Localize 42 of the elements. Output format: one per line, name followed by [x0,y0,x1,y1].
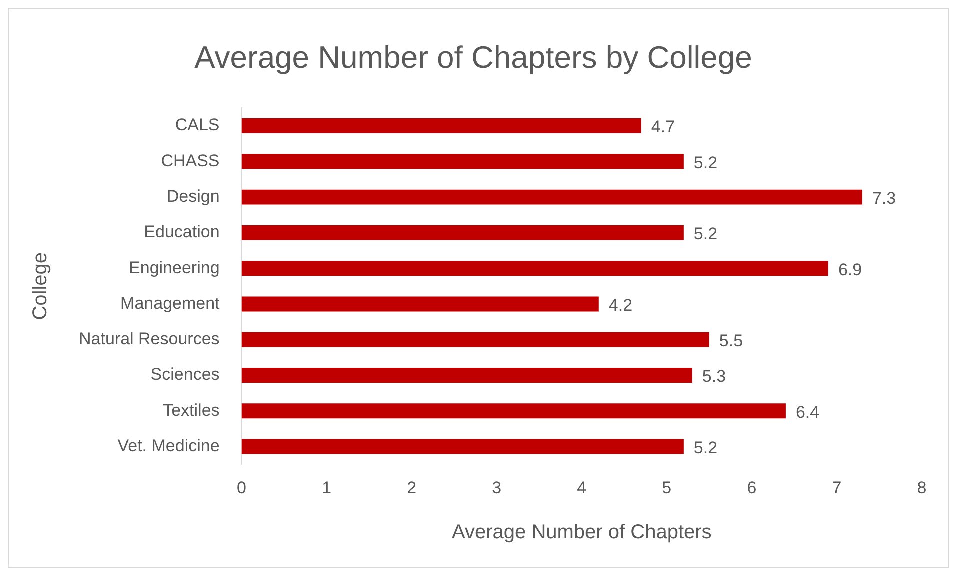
y-tick-label: Vet. Medicine [118,436,220,456]
x-tick-label: 1 [322,478,332,498]
x-tick-label: 3 [492,478,502,498]
x-tick-label: 4 [577,478,587,498]
y-tick-label: Textiles [163,400,220,420]
x-tick-label: 0 [237,478,247,498]
y-tick-label: Education [144,222,220,242]
x-tick-label: 8 [917,478,927,498]
data-label: 5.2 [694,438,718,458]
bar [242,404,786,419]
bar [242,261,828,276]
y-axis-title: College [30,252,52,320]
bar [242,368,692,383]
bar [242,225,684,240]
bar [242,190,862,205]
y-tick-label: CALS [175,116,220,135]
y-tick-label: Natural Resources [79,330,220,349]
data-label: 5.2 [694,153,718,172]
x-tick-label: 6 [747,478,757,498]
data-label: 7.3 [872,188,896,208]
data-label: 4.2 [608,296,633,315]
chart-title: Average Number of Chapters by College [194,40,752,76]
y-tick-label: Sciences [150,365,220,384]
data-label: 6.9 [838,260,862,280]
y-tick-label: Management [120,294,220,313]
x-tick-label: 2 [407,478,417,498]
y-tick-label: Design [166,186,220,206]
data-label: 4.7 [651,118,676,137]
y-tick-label: CHASS [161,151,220,170]
bar [242,439,684,454]
data-label: 5.2 [694,224,718,244]
data-label: 5.5 [719,332,744,351]
bar [242,332,710,348]
x-tick-label: 7 [832,478,842,498]
y-tick-label: Engineering [129,258,220,278]
data-label: 5.3 [702,367,726,386]
bar [242,154,684,170]
x-axis-title: Average Number of Chapters [452,522,712,544]
data-label: 6.4 [796,402,820,422]
bar [242,118,642,134]
bar [242,296,599,312]
x-tick-label: 5 [662,478,672,498]
